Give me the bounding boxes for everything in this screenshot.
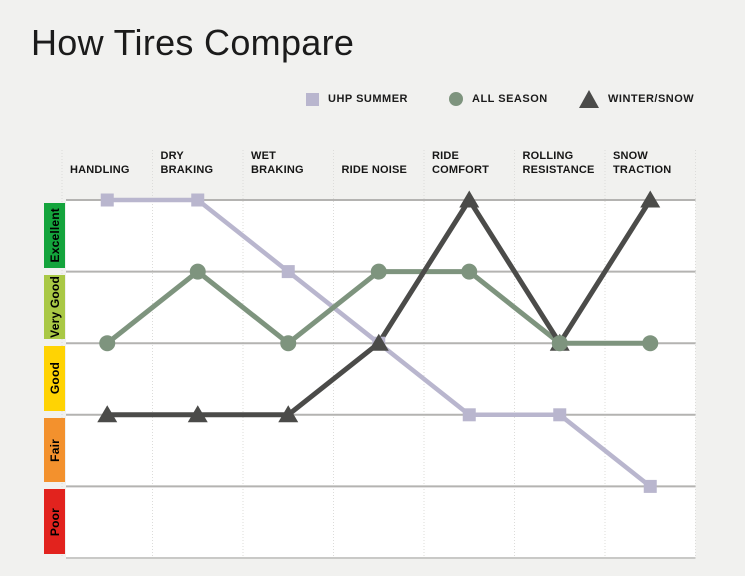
rating-label: Very Good: [47, 275, 62, 338]
marker-winter-snow-wet-braking: [278, 405, 299, 423]
plot-area: [66, 200, 696, 558]
category-label-handling: HANDLING: [70, 164, 130, 176]
square-icon: [306, 92, 319, 106]
category-label-dry-braking: DRY BRAKING: [160, 150, 214, 176]
marker-all-season-snow-traction: [642, 335, 659, 352]
rating-block-very-good: Very Good: [44, 274, 65, 340]
page-title: How Tires Compare: [31, 22, 355, 63]
marker-all-season-ride-comfort: [461, 263, 478, 280]
category-label-wet-braking: WET BRAKING: [251, 150, 304, 176]
rating-label: Fair: [47, 438, 62, 462]
marker-uhp-summer-dry-braking: [191, 193, 205, 207]
category-label-snow-traction: SNOW TRACTION: [613, 150, 672, 176]
rating-block-good: Good: [44, 346, 65, 411]
category-label-ride-comfort: RIDE COMFORT: [432, 150, 490, 176]
marker-uhp-summer-handling: [100, 193, 114, 207]
marker-uhp-summer-rolling-resistance: [553, 408, 567, 422]
legend-item-all-season: ALL SEASON: [449, 88, 548, 110]
rating-block-fair: Fair: [44, 417, 65, 483]
marker-all-season-ride-noise: [370, 263, 387, 280]
circle-icon: [449, 92, 463, 106]
legend-label: WINTER/SNOW: [608, 93, 695, 105]
rating-label: Good: [47, 362, 62, 395]
marker-all-season-dry-braking: [189, 263, 206, 280]
rating-label: Excellent: [47, 208, 62, 263]
rating-block-poor: Poor: [44, 489, 65, 554]
marker-winter-snow-ride-noise: [368, 333, 389, 351]
legend-item-winter-snow: WINTER/SNOW: [579, 88, 694, 110]
category-label-rolling-resistance: ROLLING RESISTANCE: [522, 150, 595, 176]
marker-all-season-handling: [99, 335, 116, 352]
marker-all-season-wet-braking: [280, 335, 297, 352]
rating-label: Poor: [47, 507, 62, 536]
marker-uhp-summer-snow-traction: [643, 479, 657, 493]
marker-uhp-summer-wet-braking: [281, 265, 295, 279]
marker-winter-snow-ride-comfort: [459, 190, 480, 208]
category-label-ride-noise: RIDE NOISE: [341, 164, 408, 176]
marker-winter-snow-handling: [97, 405, 118, 423]
legend-label: ALL SEASON: [472, 93, 548, 105]
marker-all-season-rolling-resistance: [551, 335, 568, 352]
marker-winter-snow-snow-traction: [640, 190, 661, 208]
marker-winter-snow-dry-braking: [187, 405, 208, 423]
legend-label: UHP SUMMER: [328, 93, 408, 105]
legend-item-uhp-summer: UHP SUMMER: [306, 88, 408, 110]
triangle-icon: [579, 90, 599, 108]
rating-block-excellent: Excellent: [44, 203, 65, 268]
marker-uhp-summer-ride-comfort: [462, 408, 476, 422]
